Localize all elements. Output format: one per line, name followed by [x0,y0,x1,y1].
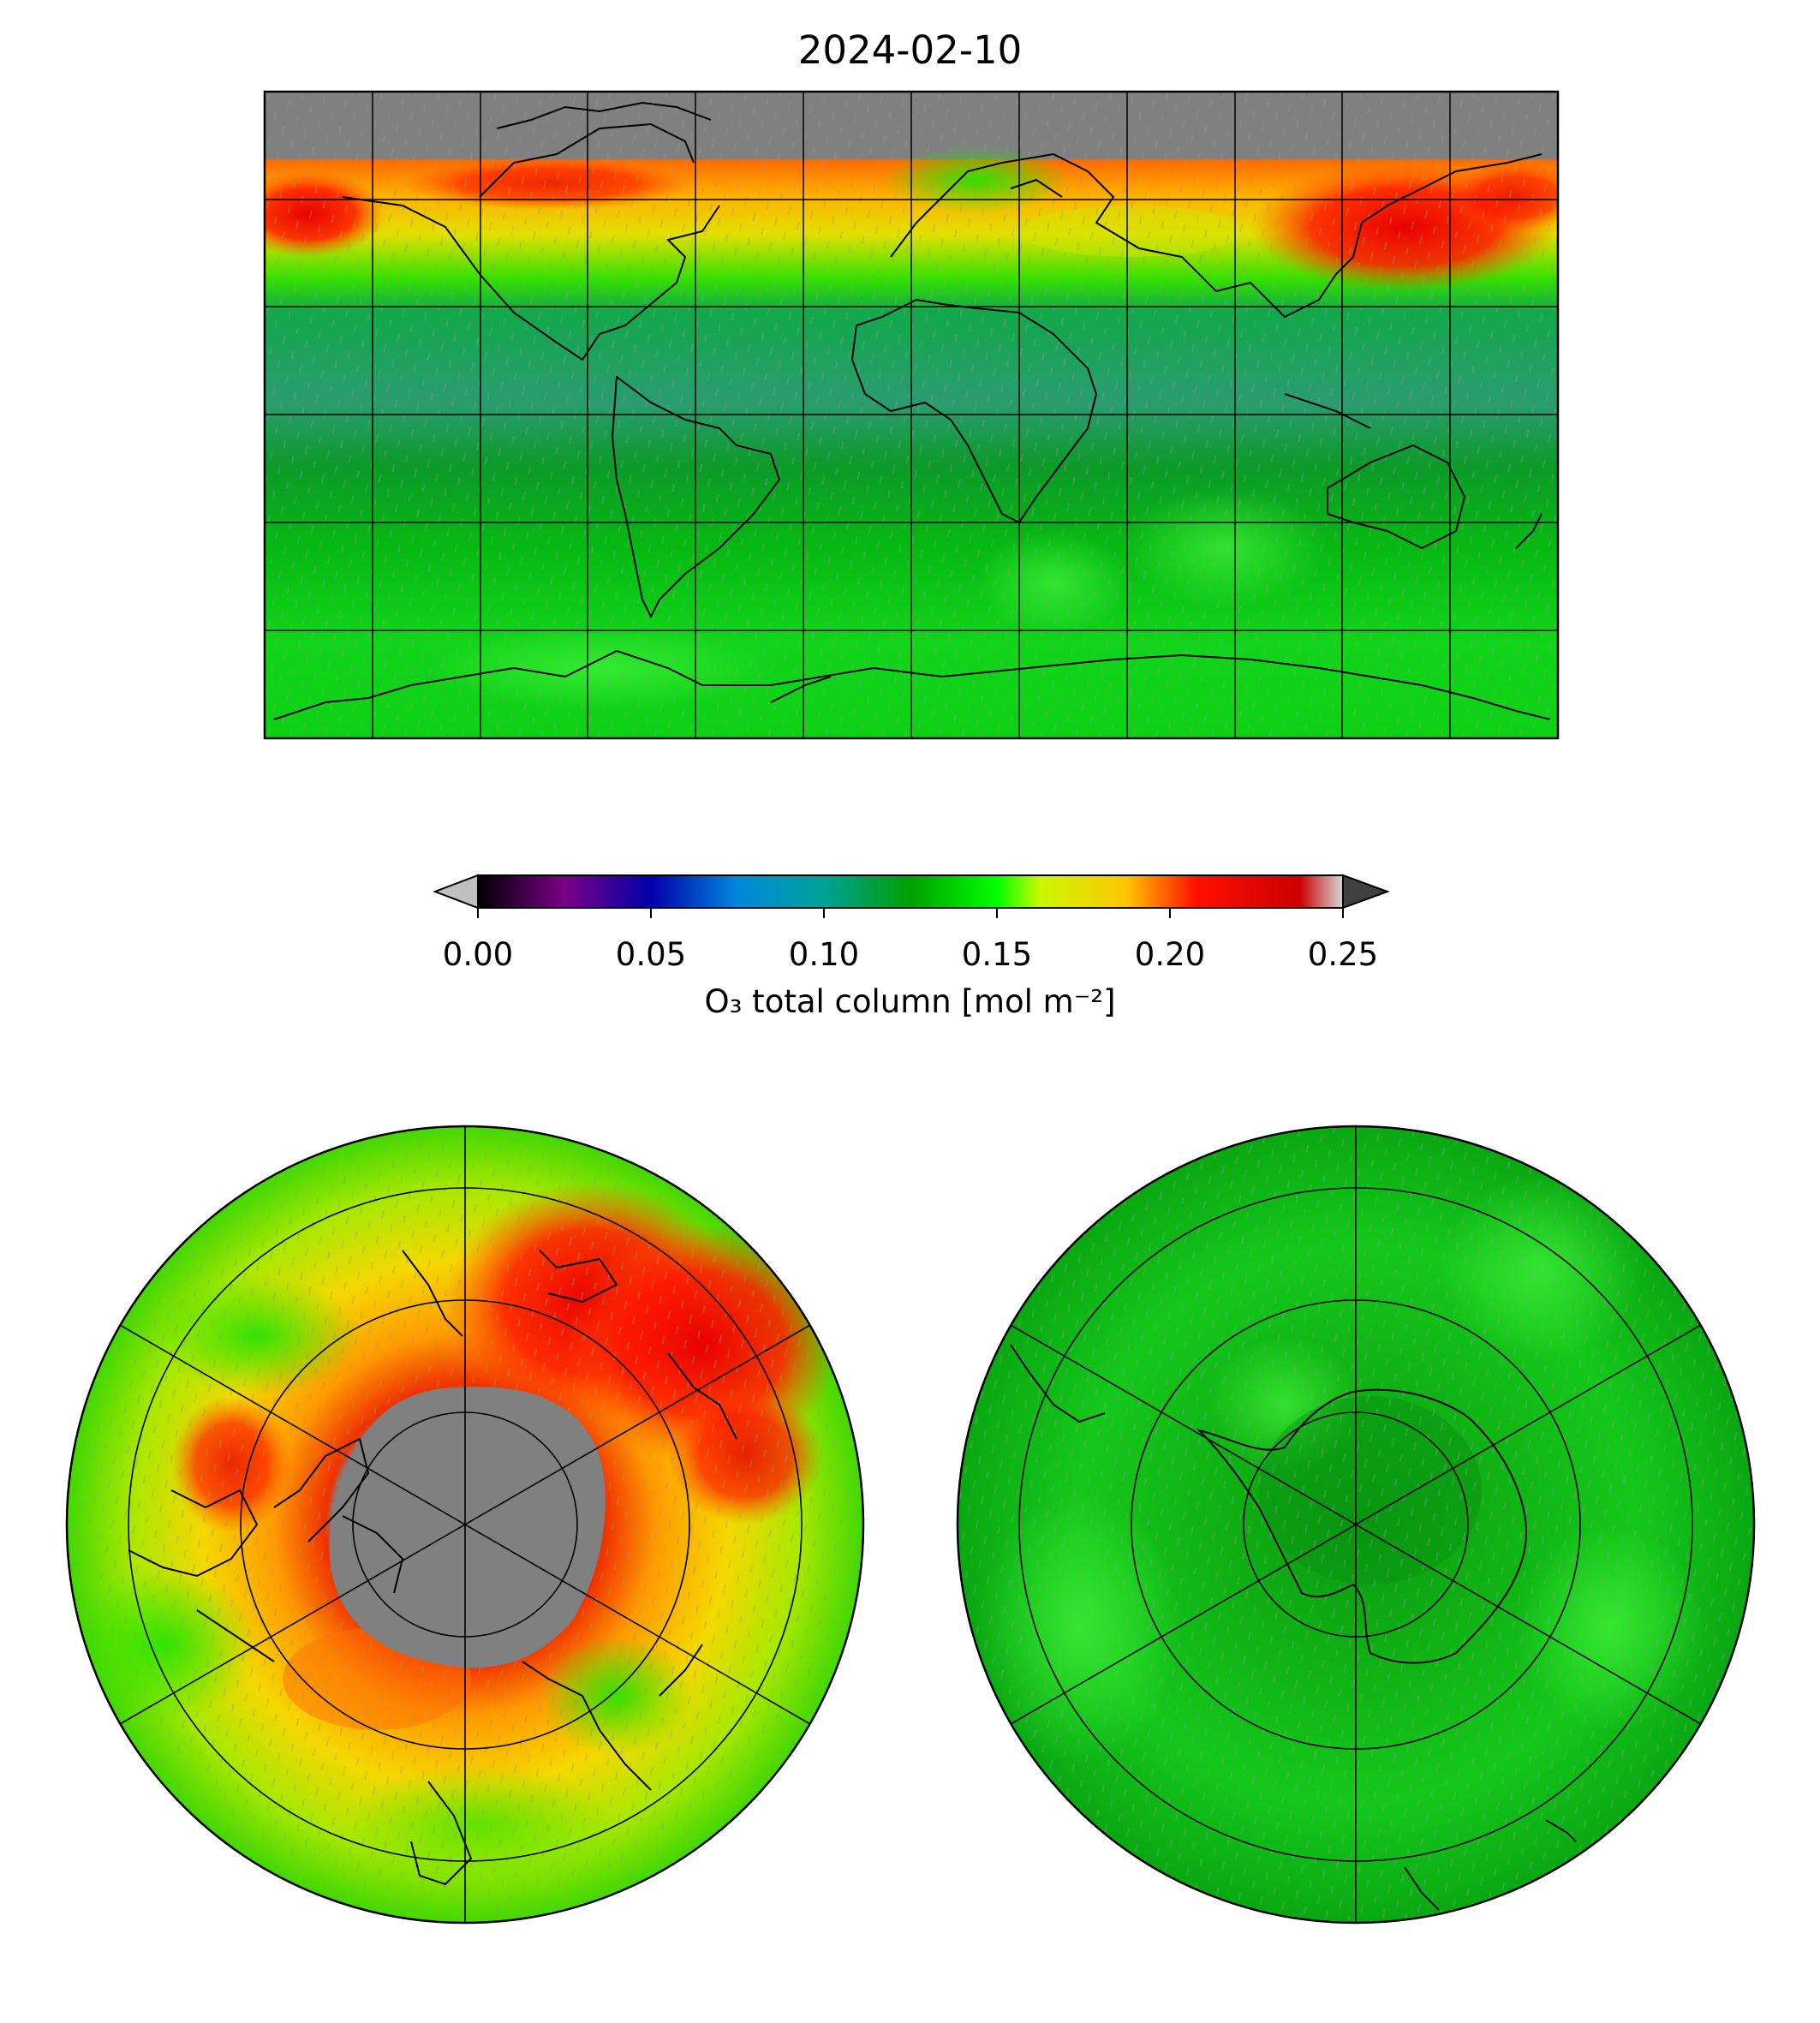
colorbar-label: O₃ total column [mol m⁻²] [704,983,1116,1020]
colorbar [433,874,1390,918]
north-coastlines [128,1250,737,1886]
colorbar-tick-label: 0.10 [788,936,860,973]
north-no-data-region [329,1387,606,1668]
figure-title: 2024-02-10 [797,27,1023,73]
global-map-frame [263,90,1560,740]
south-map-frame [956,1125,1756,1925]
south-polar-map [958,1126,1754,1923]
colorbar-tick-label: 0.25 [1307,936,1379,973]
colorbar-gradient [478,875,1343,908]
colorbar-tick-label: 0.05 [615,936,687,973]
north-map-frame [65,1125,865,1925]
colorbar-over-extension [1342,874,1390,910]
global-map [265,92,1558,738]
colorbar-tick-label: 0.00 [442,936,514,973]
colorbar-tick-label: 0.20 [1134,936,1206,973]
colorbar-under-extension [433,874,479,910]
global-graticule [265,92,1558,738]
south-graticule [1010,1126,1702,1923]
south-coastlines [1010,1344,1577,1911]
north-polar-map [67,1126,863,1923]
colorbar-tick-label: 0.15 [961,936,1033,973]
north-graticule [119,1126,811,1923]
